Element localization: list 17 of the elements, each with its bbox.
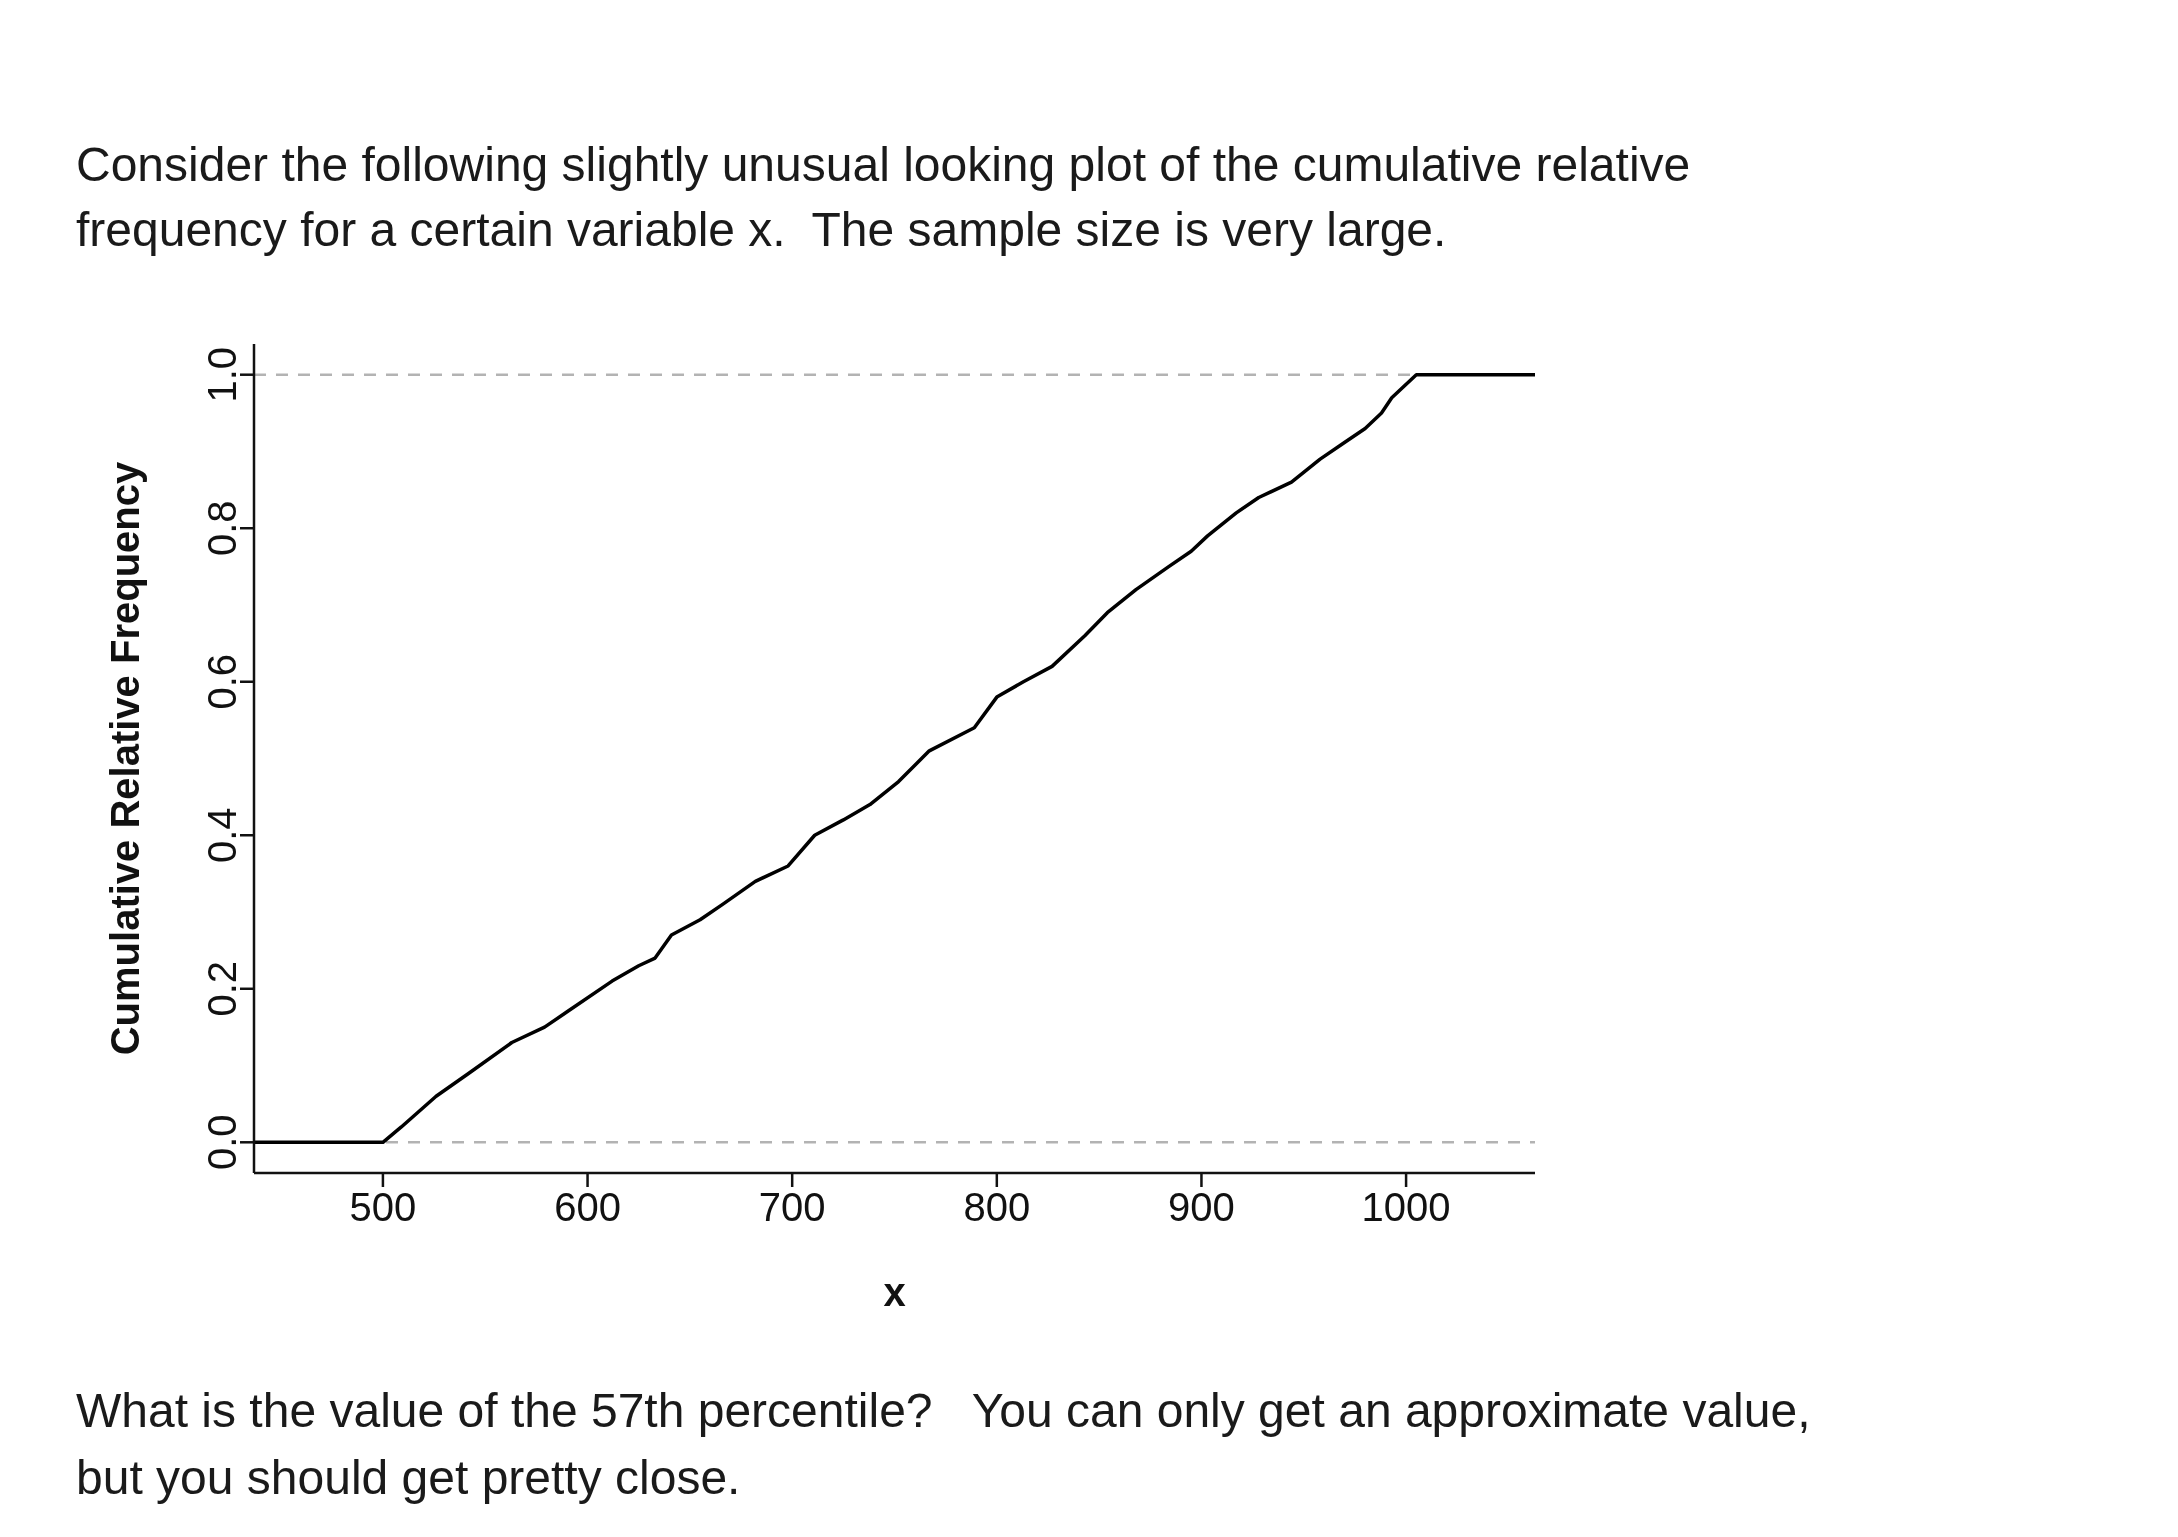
x-tick-label: 800 (963, 1185, 1031, 1229)
y-tick-label: 0.6 (200, 653, 244, 710)
y-tick-label: 1.0 (200, 346, 244, 403)
chart-title: Consider the following slightly unusual looking plot of the cumulative relative frequency for a certain variable x. The sample size is very large. (76, 138, 1692, 256)
x-tick-label: 1000 (1361, 1185, 1451, 1229)
line-series (254, 372, 1535, 1145)
x-tick-label: 700 (758, 1185, 826, 1229)
y-tick-label: 0.2 (200, 960, 244, 1017)
y-tick-label: 0.0 (200, 1114, 244, 1171)
y-tick-label: 0.8 (200, 500, 244, 557)
x-axis-title: x (883, 1270, 906, 1314)
x-tick-label: 600 (554, 1185, 621, 1229)
text: What is the value of the 57th percentile? You can only get an approximate value, but you should get pretty close. (76, 1384, 1812, 1504)
x-tick-label: 900 (1168, 1185, 1235, 1229)
y-tick-label: 0.4 (200, 807, 244, 864)
x-tick-label: 500 (349, 1185, 417, 1229)
y-axis-title: Cumulative Relative Frequency (103, 460, 147, 1056)
